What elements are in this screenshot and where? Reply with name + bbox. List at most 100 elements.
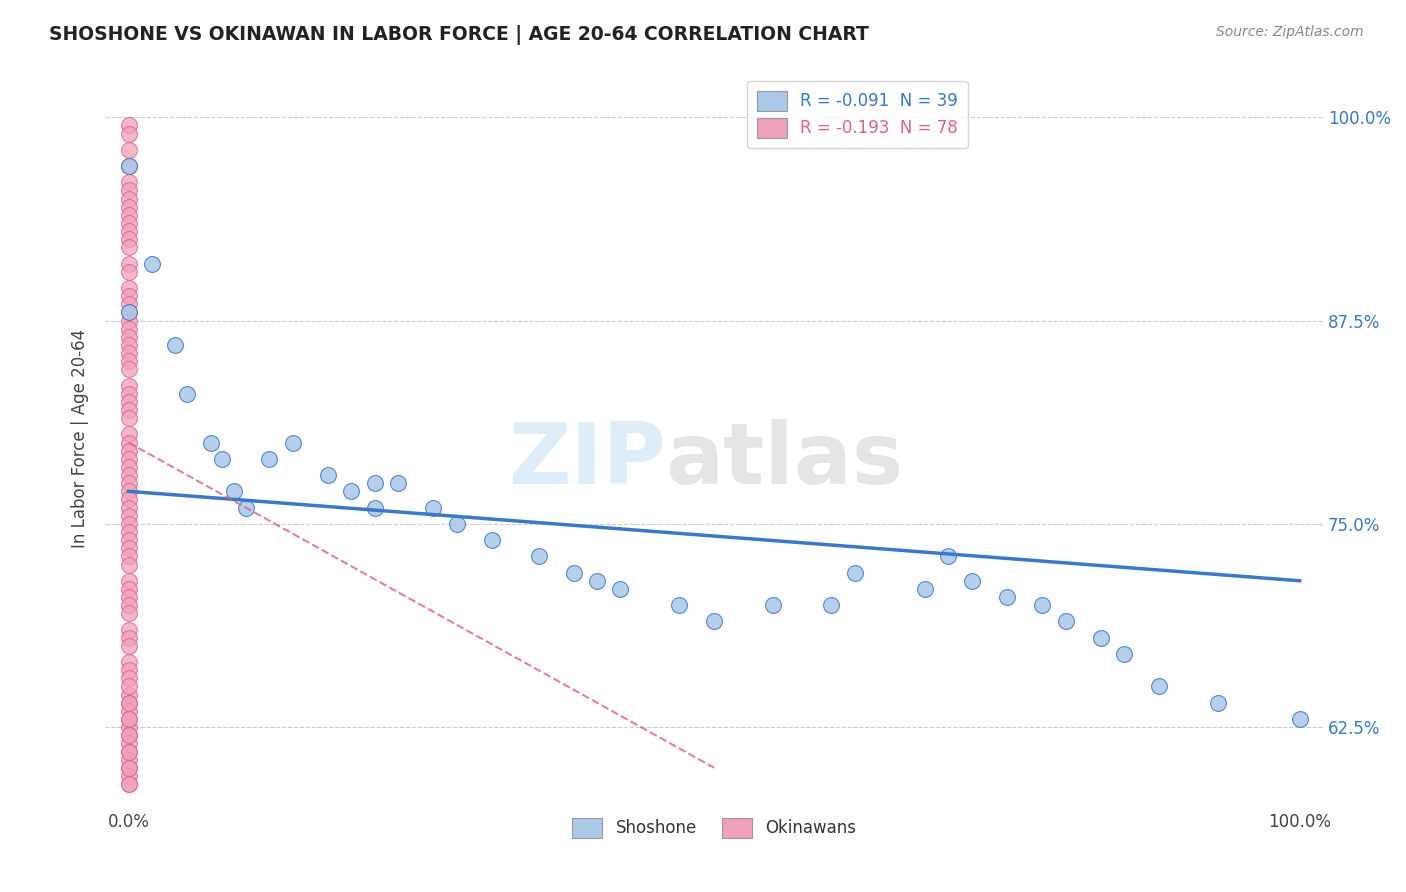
- Point: [117, 688, 139, 702]
- Point: [117, 354, 139, 368]
- Point: [117, 533, 139, 548]
- Point: [117, 728, 139, 742]
- Point: [995, 590, 1018, 604]
- Point: [117, 257, 139, 271]
- Point: [117, 753, 139, 767]
- Point: [117, 516, 139, 531]
- Point: [117, 143, 139, 157]
- Point: [117, 524, 139, 539]
- Point: [117, 435, 139, 450]
- Point: [1112, 647, 1135, 661]
- Point: [340, 484, 363, 499]
- Point: [117, 623, 139, 637]
- Point: [117, 281, 139, 295]
- Point: [117, 549, 139, 564]
- Point: [117, 338, 139, 352]
- Point: [117, 297, 139, 311]
- Point: [117, 313, 139, 327]
- Point: [316, 468, 339, 483]
- Point: [117, 289, 139, 303]
- Point: [117, 541, 139, 556]
- Point: [117, 728, 139, 742]
- Point: [117, 411, 139, 425]
- Point: [1054, 615, 1077, 629]
- Point: [938, 549, 960, 564]
- Point: [117, 704, 139, 718]
- Point: [762, 598, 785, 612]
- Point: [446, 516, 468, 531]
- Text: atlas: atlas: [665, 419, 904, 502]
- Point: [117, 500, 139, 515]
- Point: [117, 451, 139, 466]
- Point: [1031, 598, 1053, 612]
- Point: [117, 427, 139, 442]
- Point: [1147, 680, 1170, 694]
- Point: [1206, 696, 1229, 710]
- Point: [176, 386, 198, 401]
- Point: [235, 500, 257, 515]
- Point: [281, 435, 304, 450]
- Point: [117, 208, 139, 222]
- Point: [117, 680, 139, 694]
- Point: [117, 224, 139, 238]
- Point: [117, 712, 139, 726]
- Point: [117, 459, 139, 474]
- Point: [960, 574, 983, 588]
- Point: [117, 492, 139, 507]
- Point: [117, 745, 139, 759]
- Point: [117, 184, 139, 198]
- Point: [117, 305, 139, 319]
- Point: [609, 582, 631, 596]
- Point: [117, 631, 139, 645]
- Point: [117, 696, 139, 710]
- Point: [117, 736, 139, 750]
- Point: [117, 696, 139, 710]
- Point: [117, 745, 139, 759]
- Point: [117, 671, 139, 685]
- Point: [387, 476, 409, 491]
- Point: [117, 712, 139, 726]
- Point: [586, 574, 609, 588]
- Point: [117, 777, 139, 791]
- Point: [200, 435, 222, 450]
- Point: [117, 508, 139, 523]
- Point: [117, 777, 139, 791]
- Text: ZIP: ZIP: [508, 419, 665, 502]
- Y-axis label: In Labor Force | Age 20-64: In Labor Force | Age 20-64: [72, 329, 89, 548]
- Point: [1288, 712, 1310, 726]
- Point: [257, 451, 280, 466]
- Point: [117, 265, 139, 279]
- Point: [117, 232, 139, 246]
- Point: [562, 566, 585, 580]
- Point: [422, 500, 444, 515]
- Point: [117, 119, 139, 133]
- Point: [117, 720, 139, 734]
- Point: [117, 175, 139, 189]
- Point: [117, 330, 139, 344]
- Point: [117, 769, 139, 783]
- Point: [1090, 631, 1112, 645]
- Point: [117, 761, 139, 775]
- Point: [703, 615, 725, 629]
- Point: [117, 574, 139, 588]
- Point: [117, 159, 139, 173]
- Point: [117, 468, 139, 483]
- Point: [117, 192, 139, 206]
- Point: [117, 476, 139, 491]
- Point: [117, 484, 139, 499]
- Point: [117, 305, 139, 319]
- Text: SHOSHONE VS OKINAWAN IN LABOR FORCE | AGE 20-64 CORRELATION CHART: SHOSHONE VS OKINAWAN IN LABOR FORCE | AG…: [49, 25, 869, 45]
- Point: [117, 607, 139, 621]
- Point: [117, 639, 139, 653]
- Point: [668, 598, 690, 612]
- Point: [117, 322, 139, 336]
- Point: [117, 362, 139, 376]
- Point: [211, 451, 233, 466]
- Point: [117, 443, 139, 458]
- Point: [481, 533, 503, 548]
- Point: [117, 655, 139, 669]
- Point: [117, 346, 139, 360]
- Point: [117, 216, 139, 230]
- Point: [117, 200, 139, 214]
- Point: [117, 663, 139, 677]
